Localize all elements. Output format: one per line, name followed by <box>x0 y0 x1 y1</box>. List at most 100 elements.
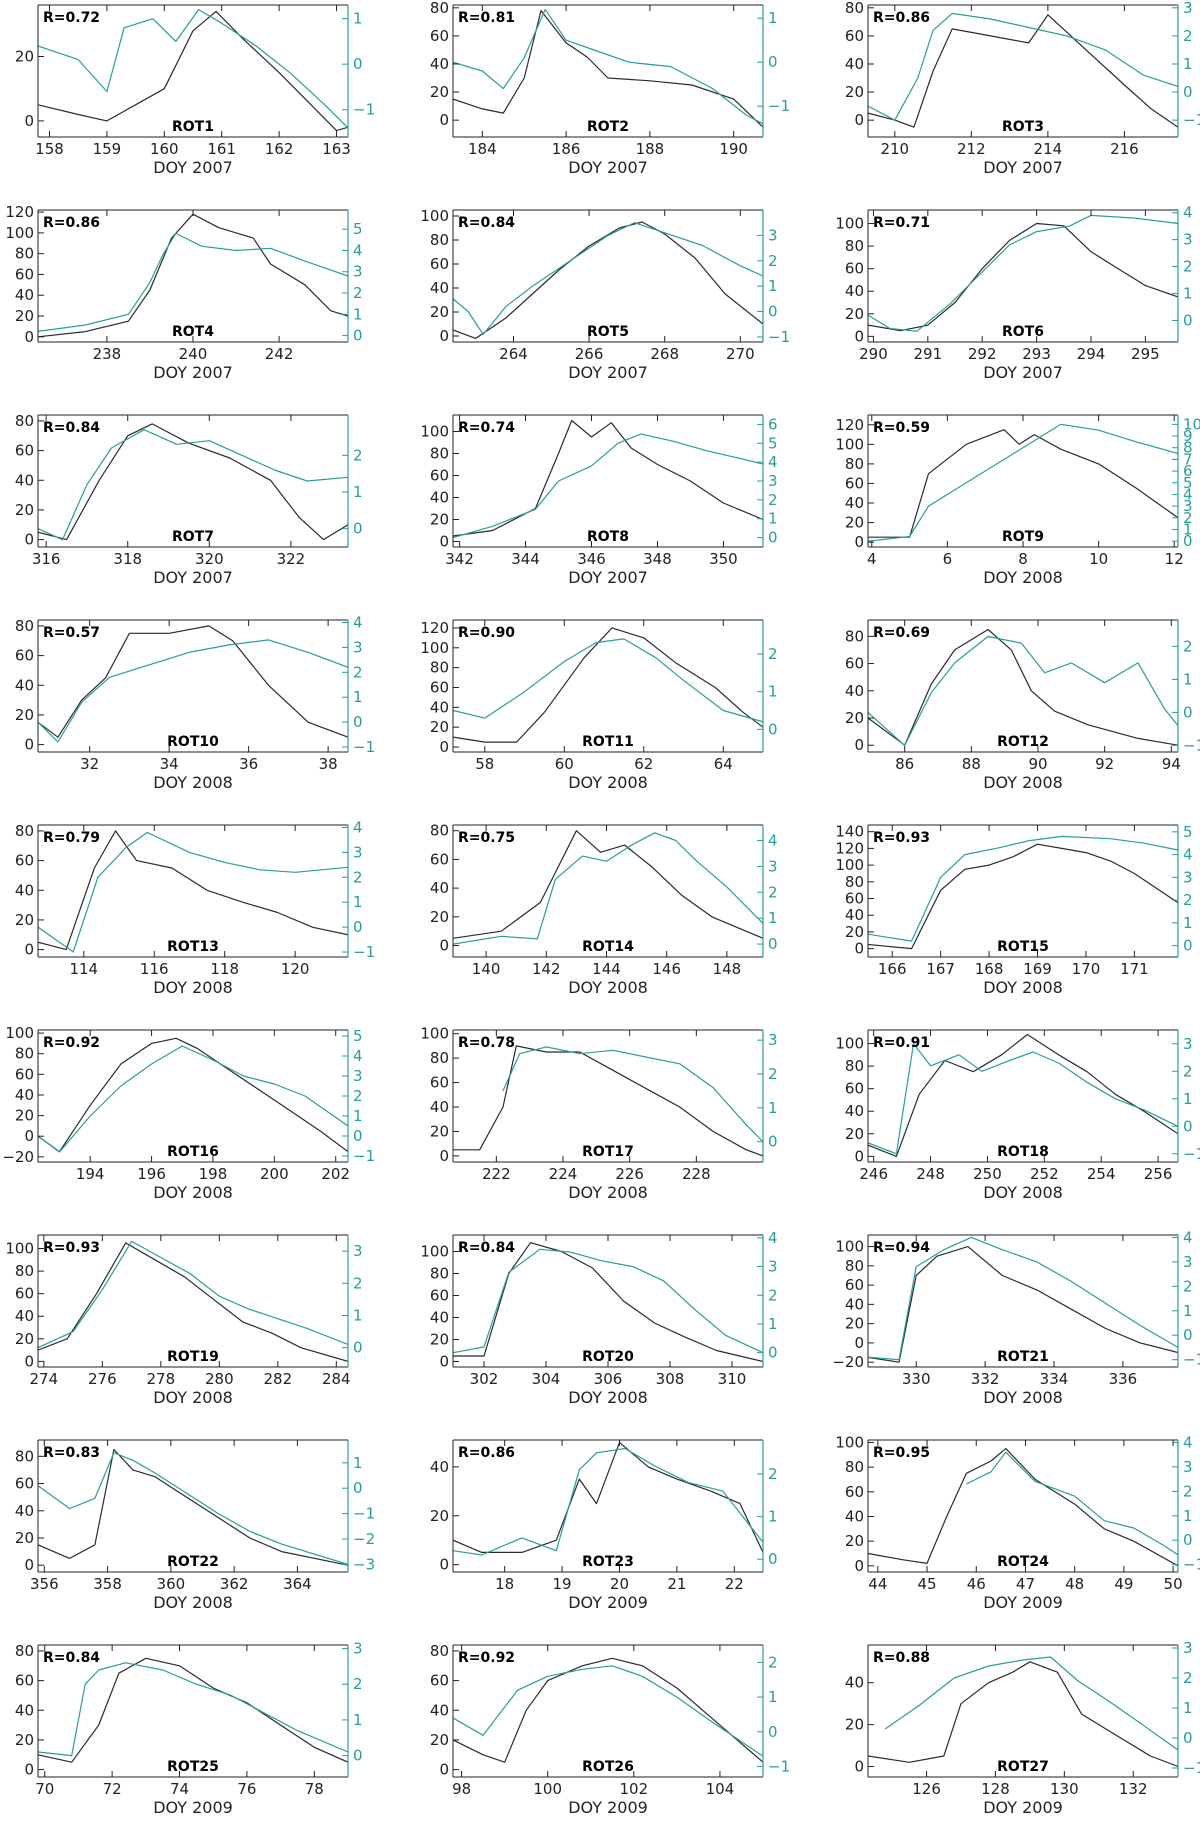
y-right-tick-label: 0 <box>1183 311 1193 329</box>
y-left-tick-label: −20 <box>832 1353 864 1371</box>
series-dark-line <box>868 14 1178 128</box>
x-tick-label: 163 <box>322 140 351 158</box>
y-right-tick-label: 10 <box>1183 415 1200 433</box>
y-right-tick-label: 6 <box>768 415 778 433</box>
x-tick-label: 170 <box>1072 960 1101 978</box>
y-right-tick-label: 0 <box>353 327 363 345</box>
panel-rot23: 18 19 20 21 22 0 20 40 0 1 2 R=0.86 ROT23 DOY 2009 <box>430 1439 778 1612</box>
x-tick-label: 322 <box>277 550 306 568</box>
y-right-tick-label: 0 <box>1183 532 1193 550</box>
x-tick-label: 344 <box>511 550 540 568</box>
x-tick-label: 92 <box>1095 755 1114 773</box>
y-left-tick-label: 0 <box>24 1352 34 1370</box>
y-right-tick-label: −1 <box>1183 1556 1200 1574</box>
y-left-tick-label: 0 <box>24 531 34 549</box>
x-tick-label: 290 <box>859 345 888 363</box>
y-right-tick-label: 1 <box>768 510 778 528</box>
x-tick-label: 34 <box>160 755 179 773</box>
y-left-tick-label: 80 <box>15 1045 34 1063</box>
y-right-tick-label: 4 <box>1183 846 1193 864</box>
y-right-tick-label: 1 <box>768 1688 778 1706</box>
y-right-tick-label: 1 <box>768 909 778 927</box>
series-cyan-line <box>868 423 1178 542</box>
y-right-tick-label: 1 <box>1183 285 1193 303</box>
y-right-tick-label: 3 <box>1183 0 1193 17</box>
y-right-tick-label: −3 <box>353 1555 375 1573</box>
y-right-tick-label: 4 <box>768 832 778 850</box>
y-right-tick-label: 2 <box>1183 509 1193 527</box>
x-axis-label: DOY 2008 <box>153 1593 233 1612</box>
y-right-tick-label: 3 <box>1183 1458 1193 1476</box>
x-tick-label: 46 <box>967 1575 986 1593</box>
correlation-label: R=0.94 <box>873 1240 930 1256</box>
x-tick-label: 282 <box>263 1370 292 1388</box>
rotation-label: ROT8 <box>587 529 629 545</box>
series-dark-line <box>38 1657 348 1763</box>
y-left-tick-label: 0 <box>24 1761 34 1779</box>
y-left-tick-label: 20 <box>15 1107 34 1125</box>
y-left-tick-label: 60 <box>845 1276 864 1294</box>
y-left-tick-label: 60 <box>15 1672 34 1690</box>
x-axis-label: DOY 2008 <box>153 978 233 997</box>
correlation-label: R=0.93 <box>873 830 930 846</box>
x-tick-label: 144 <box>592 960 621 978</box>
y-left-tick-label: 60 <box>845 474 864 492</box>
y-right-tick-label: 1 <box>1183 1699 1193 1717</box>
y-right-tick-label: 0 <box>1183 1531 1193 1549</box>
series-cyan-line <box>453 222 763 335</box>
x-tick-label: 94 <box>1162 755 1181 773</box>
y-left-tick-label: 80 <box>845 627 864 645</box>
y-left-tick-label: 0 <box>439 533 449 551</box>
y-right-tick-label: 3 <box>353 1067 363 1085</box>
series-dark-line <box>38 213 348 338</box>
y-left-tick-label: 40 <box>430 1098 449 1116</box>
x-tick-label: 318 <box>113 550 142 568</box>
rotation-label: ROT15 <box>997 939 1049 955</box>
series-cyan-line <box>38 639 348 743</box>
series-cyan-line <box>453 1248 763 1354</box>
y-right-tick-label: 5 <box>353 1027 363 1045</box>
y-left-tick-label: 40 <box>15 1502 34 1520</box>
x-tick-label: 60 <box>555 755 574 773</box>
y-right-tick-label: 5 <box>1183 474 1193 492</box>
y-right-tick-label: −1 <box>353 943 375 961</box>
y-right-tick-label: 1 <box>1183 520 1193 538</box>
y-left-tick-label: 20 <box>15 911 34 929</box>
x-tick-label: 214 <box>1034 140 1063 158</box>
series-dark-line <box>868 1033 1178 1158</box>
panel-rot22: 356 358 360 362 364 0 20 40 60 80 −3 −2 −1 0 1 R=0.83 RO… <box>15 1439 375 1612</box>
y-left-tick-label: 20 <box>430 511 449 529</box>
y-left-tick-label: 40 <box>845 1295 864 1313</box>
y-left-tick-label: 20 <box>15 501 34 519</box>
y-left-tick-label: 20 <box>15 1731 34 1749</box>
rotation-label: ROT10 <box>167 734 219 750</box>
x-tick-label: 346 <box>577 550 606 568</box>
x-tick-label: 126 <box>912 1780 941 1798</box>
x-axis-label: DOY 2008 <box>983 1183 1063 1202</box>
y-right-tick-label: 1 <box>1183 1090 1193 1108</box>
x-tick-label: 10 <box>1089 550 1108 568</box>
correlation-label: R=0.93 <box>43 1240 100 1256</box>
y-right-tick-label: 1 <box>1183 1302 1193 1320</box>
y-right-tick-label: 0 <box>768 1133 778 1151</box>
series-cyan-line <box>38 1240 348 1349</box>
series-cyan-line <box>502 1046 763 1143</box>
y-left-tick-label: 60 <box>845 1483 864 1501</box>
x-tick-label: 200 <box>260 1165 289 1183</box>
y-left-tick-label: 40 <box>845 282 864 300</box>
y-left-tick-label: 60 <box>15 1065 34 1083</box>
y-right-tick-label: 2 <box>353 284 363 302</box>
y-left-tick-label: 120 <box>5 203 34 221</box>
y-left-tick-label: 80 <box>845 1057 864 1075</box>
y-right-tick-label: 1 <box>1183 1507 1193 1525</box>
y-left-tick-label: 100 <box>835 435 864 453</box>
y-right-tick-label: 4 <box>768 453 778 471</box>
x-tick-label: 292 <box>968 345 997 363</box>
y-right-tick-label: −1 <box>1183 1759 1200 1777</box>
panel-rot1: 158 159 160 161 162 163 0 20 −1 0 1 R=0.72 ROT1 DOY 2… <box>15 4 375 177</box>
y-right-tick-label: 3 <box>353 263 363 281</box>
x-tick-label: 62 <box>634 755 653 773</box>
series-cyan-line <box>38 1662 348 1757</box>
panel-rot24: 44 45 46 47 48 49 50 0 20 40 60 80 100 −1 0 1 2 3 4 R=0.95 R… <box>835 1433 1200 1612</box>
